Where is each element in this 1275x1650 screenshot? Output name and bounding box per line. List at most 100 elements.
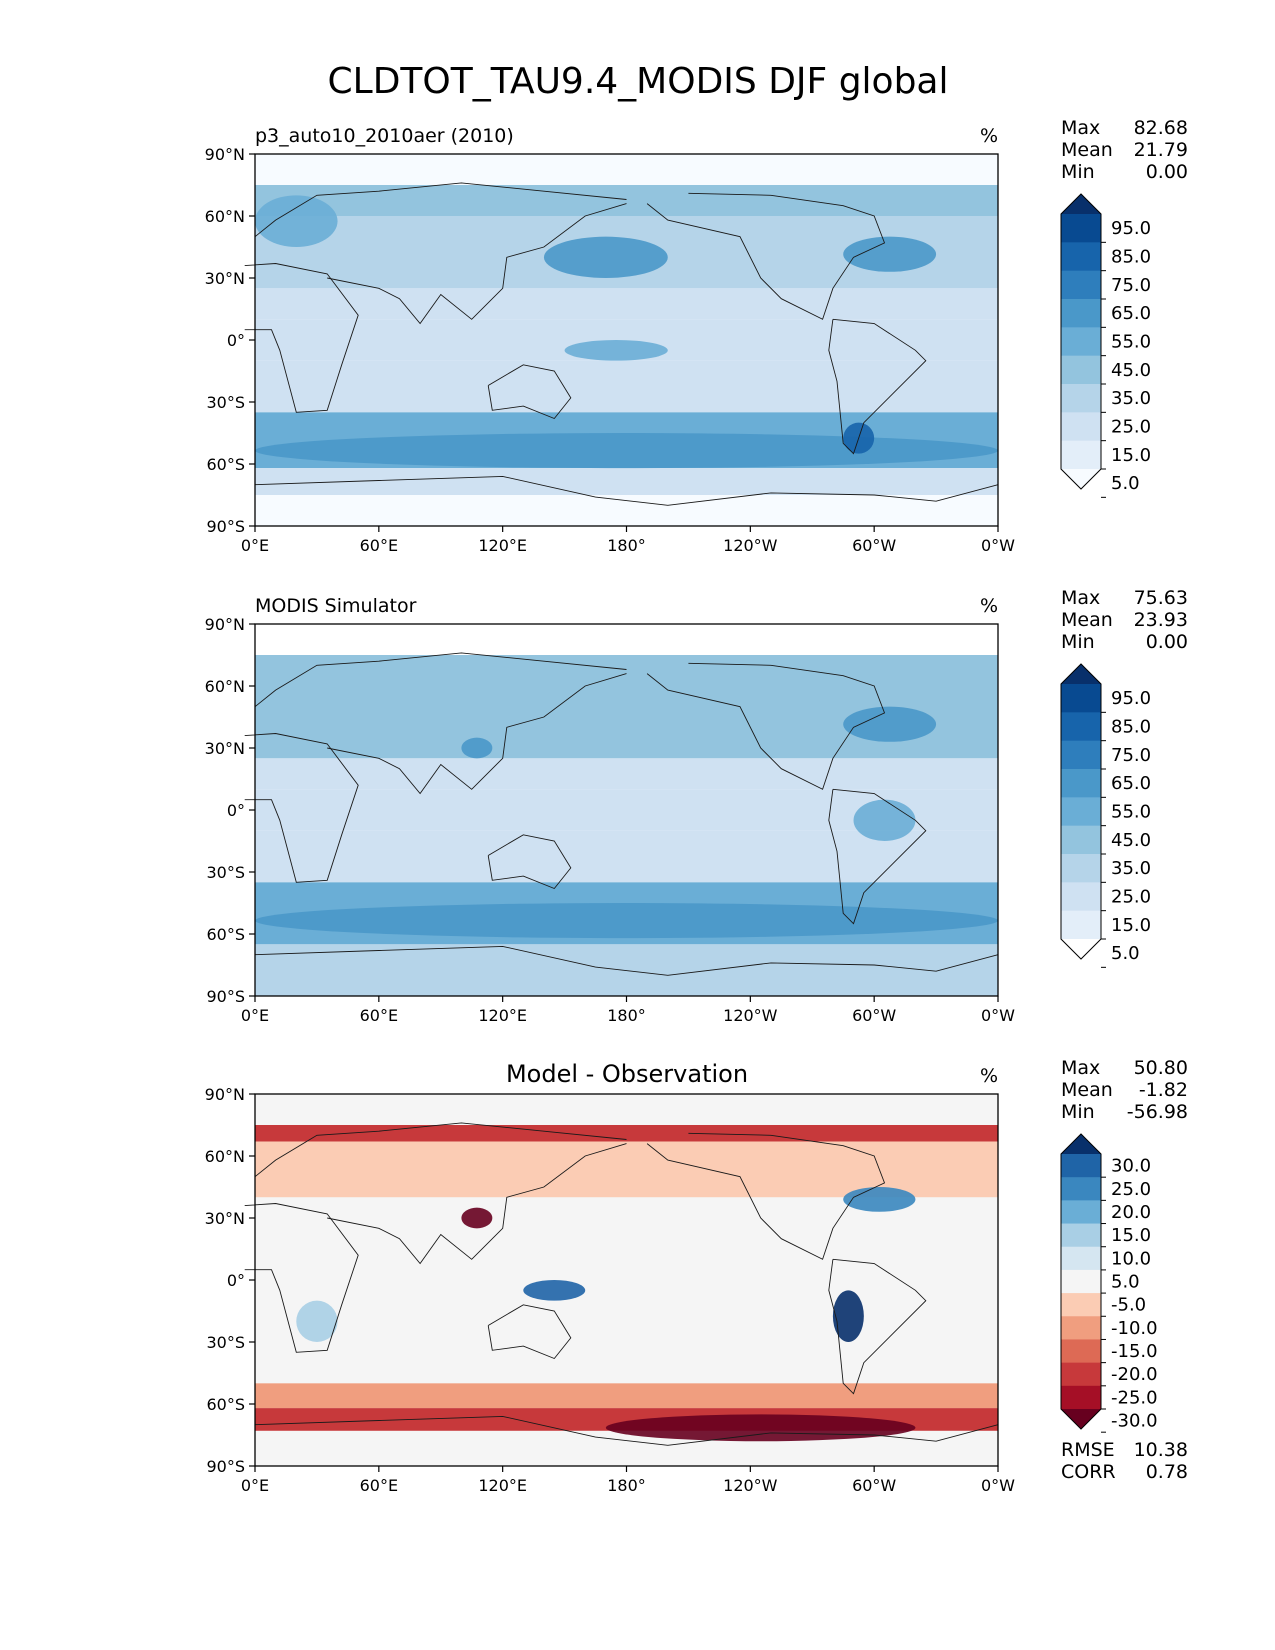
lon-tick-label: 120°W [723,1006,778,1025]
coastline [646,1132,886,1260]
lon-tick-label: 180° [607,1006,646,1025]
colorbar-segment [1061,712,1101,742]
colorbar-label: 45.0 [1111,830,1151,851]
field-band [255,468,998,495]
colorbar-extend-min [1061,939,1101,959]
field-band [255,288,998,320]
colorbar-segment [1061,1200,1101,1225]
colorbar-segment [1061,910,1101,940]
field-band [255,1321,998,1384]
lon-tick-label: 0°E [241,1006,269,1025]
stat-value: 50.80 [1134,1057,1188,1079]
field-feature [853,799,916,841]
lat-tick-label: 60°S [206,455,245,474]
field-band [255,1125,998,1142]
stat-label: Mean [1061,609,1113,631]
stat-label: Min [1061,1101,1095,1123]
colorbar-label: 75.0 [1111,745,1151,766]
colorbar-label: 15.0 [1111,445,1151,466]
lat-tick-label: 60°S [206,1395,245,1414]
colorbar-label: 15.0 [1111,915,1151,936]
colorbar-segment [1061,882,1101,912]
units-label: % [980,125,998,147]
colorbar-segment [1061,797,1101,827]
colorbar-segment [1061,1154,1101,1178]
colorbar-segment [1061,327,1101,357]
lat-tick-label: 60°S [206,925,245,944]
field-feature [255,903,998,939]
colorbar-segment [1061,1246,1101,1271]
colorbar-segment [1061,1269,1101,1294]
colorbar-label: 45.0 [1111,360,1151,381]
stat-label: Min [1061,631,1095,653]
colorbar-label: 95.0 [1111,218,1151,239]
field-feature [605,1414,916,1442]
lon-tick-label: 120°E [478,536,527,555]
colorbar-segment [1061,1362,1101,1387]
field-feature [255,433,998,469]
stat-value: -56.98 [1127,1101,1188,1123]
coastline [244,263,359,413]
lon-tick-label: 0°W [981,536,1015,555]
stat-label: Max [1061,117,1100,139]
colorbar-segment [1061,740,1101,770]
units-label: % [980,1065,998,1087]
field-feature [461,737,493,759]
colorbar-segment [1061,684,1101,713]
stat-label: Mean [1061,1079,1113,1101]
lon-tick-label: 60°W [852,1476,896,1495]
colorbar-segment [1061,1316,1101,1340]
colorbar-segment [1061,1293,1101,1317]
colorbar-extend-max [1061,1134,1101,1154]
field-feature [255,195,338,248]
coastline [828,1258,927,1395]
field-band [255,1238,998,1322]
field-band [255,495,998,526]
coastline [244,1203,359,1353]
stat-value: 0.00 [1146,161,1188,183]
colorbar-segment [1061,412,1101,442]
colorbar-label: -15.0 [1111,1341,1158,1362]
coastline [327,203,627,325]
lon-tick-label: 120°W [723,536,778,555]
lon-tick-label: 60°W [852,1006,896,1025]
stat-value: 23.93 [1134,609,1188,631]
field-feature [843,706,937,742]
colorbar-label: -10.0 [1111,1318,1158,1339]
coastline [254,475,999,506]
stat-value: 0.78 [1146,1461,1188,1483]
lat-tick-label: 0° [227,331,245,350]
colorbar-extend-min [1061,1409,1101,1429]
colorbar-label: -25.0 [1111,1387,1158,1408]
panel-test: 90°N 60°N 30°N 0° 30°S 60°S 90°S0°E 60°E 120°E 18… [205,117,1188,555]
colorbar-label: 95.0 [1111,688,1151,709]
field-feature [843,1187,916,1212]
stat-value: 75.63 [1134,587,1188,609]
lon-tick-label: 120°W [723,1476,778,1495]
lat-tick-label: 90°N [205,1085,245,1104]
field-band [255,758,998,790]
field-feature [461,1207,493,1229]
field-band [255,1094,998,1125]
lon-tick-label: 60°E [360,1006,398,1025]
field-band [255,655,998,686]
field-feature [543,236,668,278]
colorbar-label: 25.0 [1111,1179,1151,1200]
colorbar-segment [1061,854,1101,883]
figure-title: CLDTOT_TAU9.4_MODIS DJF global [328,61,949,102]
stat-value: -1.82 [1139,1079,1188,1101]
lat-tick-label: 0° [227,1271,245,1290]
stat-value: 21.79 [1134,139,1188,161]
colorbar-label: 5.0 [1111,1272,1140,1293]
coastline [244,733,359,883]
stat-label: Max [1061,1057,1100,1079]
colorbar-extend-max [1061,194,1101,214]
colorbar-segment [1061,825,1101,855]
coastline [254,1415,999,1446]
colorbar-label: 10.0 [1111,1248,1151,1269]
coastline [828,318,927,455]
field-band [255,624,998,655]
field-band [255,360,998,413]
field-band [255,1383,998,1409]
